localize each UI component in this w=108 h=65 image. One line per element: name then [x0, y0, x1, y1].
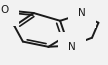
Text: N: N: [78, 8, 86, 18]
Text: N: N: [68, 42, 76, 52]
Text: O: O: [1, 5, 9, 15]
